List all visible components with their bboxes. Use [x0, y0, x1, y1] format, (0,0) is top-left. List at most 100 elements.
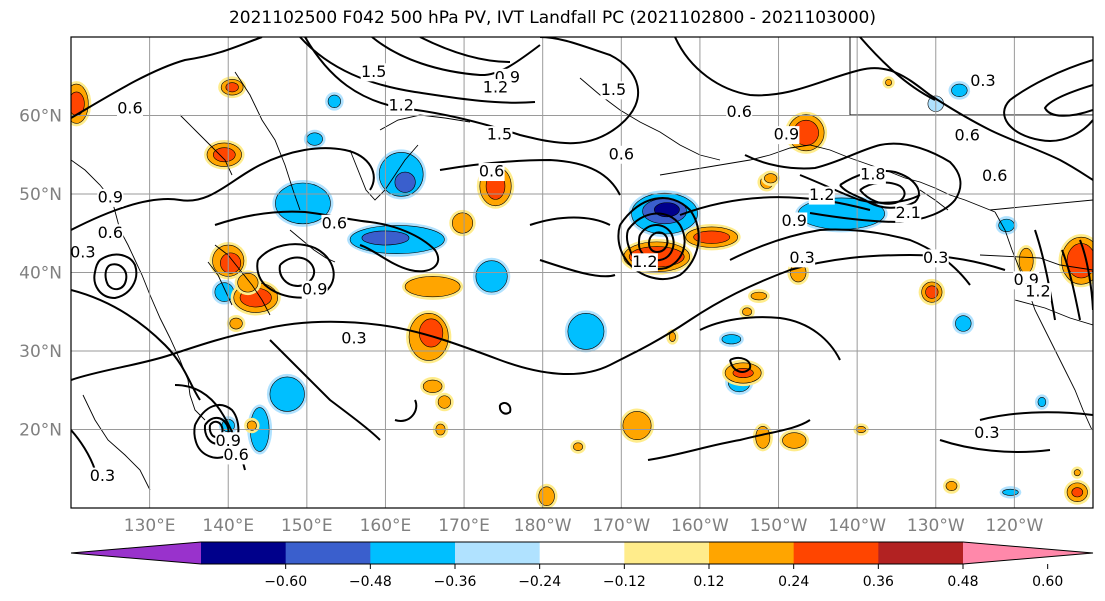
longitude-tick-label: 170°E [438, 516, 490, 536]
contour-label-bg [482, 79, 509, 98]
contour-label-bg [97, 224, 124, 243]
contour-label: 1.5 [601, 80, 626, 99]
contour-label-bg [808, 186, 835, 205]
contour-label: 0.9 [774, 125, 799, 144]
contour-label-bg [631, 253, 658, 272]
contour-label: 1.2 [632, 252, 657, 271]
positive-pv-anomaly [622, 411, 652, 441]
negative-pv-anomaly [306, 132, 323, 146]
positive-pv-anomaly [750, 291, 768, 301]
positive-pv-anomaly [945, 481, 958, 492]
contour-label: 0.9 [98, 187, 123, 206]
contour-label-bg [360, 63, 387, 82]
contour-label-bg [223, 446, 250, 465]
contour-label: 0.9 [302, 279, 327, 298]
contour-label-bg [116, 100, 143, 119]
positive-pv-anomaly [229, 317, 243, 330]
positive-pv-anomaly [693, 230, 731, 244]
longitude-labels: 130°E 140°E 150°E 160°E 170°E 180°W 170°W 160°W… [124, 516, 1044, 536]
contour-label-bg [781, 212, 808, 231]
negative-pv-anomaly [394, 171, 416, 193]
map-title: 2021102500 F042 500 hPa PV, IVT Landfall… [228, 8, 876, 28]
longitude-tick-label: 130°E [124, 516, 176, 536]
contour-label: 0.6 [479, 162, 504, 181]
longitude-tick-label: 140°E [202, 516, 254, 536]
contour-label-bg [969, 72, 996, 91]
positive-pv-anomaly [764, 173, 778, 184]
colorbar-segment [455, 542, 541, 564]
colorbar-segment [539, 542, 625, 564]
contour-label-bg [954, 126, 981, 145]
contour-label: 0.3 [789, 248, 814, 267]
contour-label: 0.3 [974, 423, 999, 442]
contour-label-bg [789, 249, 816, 268]
colorbar-tick-label: 0.60 [1032, 574, 1063, 590]
colorbar-tick-label: 0.24 [778, 574, 809, 590]
latitude-tick-label: 30°N [19, 342, 62, 362]
contour-label: 0.6 [322, 213, 347, 232]
negative-pv-anomaly [269, 376, 305, 412]
contour-label: 1.2 [1025, 282, 1050, 301]
contour-label-bg [341, 330, 368, 349]
contour-label-bg [895, 204, 922, 223]
contour-label-bg [321, 214, 348, 233]
colorbar: −0.60 −0.48 −0.36 −0.24 −0.12 0.12 0.24 0.36 0.4… [70, 541, 1094, 590]
contour-label-bg [89, 467, 116, 486]
longitude-tick-label: 160°E [360, 516, 412, 536]
contour-label: 0.6 [727, 102, 752, 121]
colorbar-segment [285, 542, 371, 564]
contour-label-bg [773, 126, 800, 145]
positive-pv-anomaly [925, 285, 939, 299]
contour-label: 0.6 [223, 445, 248, 464]
positive-pv-anomaly [437, 395, 452, 409]
contour-label: 0.3 [341, 329, 366, 348]
negative-pv-anomaly [955, 315, 972, 332]
contour-label-bg [981, 167, 1008, 186]
contour-label: 1.2 [483, 78, 508, 97]
latitude-labels: 60°N 50°N 40°N 30°N 20°N [19, 107, 62, 441]
colorbar-outline [70, 541, 1094, 565]
contour-label-bg [973, 424, 1000, 443]
contour-label: 0.3 [970, 71, 995, 90]
contour-label-bg [608, 145, 635, 164]
positive-pv-anomaly [742, 307, 753, 316]
longitude-tick-label: 170°W [592, 516, 650, 536]
negative-pv-anomaly [721, 334, 742, 345]
negative-pv-anomaly [475, 260, 508, 293]
contour-label: 0.9 [782, 211, 807, 230]
longitude-tick-label: 160°W [671, 516, 729, 536]
pv-anomaly-layer [71, 76, 1093, 508]
contour-label: 1.5 [487, 125, 512, 144]
negative-pv-anomaly [567, 313, 605, 350]
colorbar-tick-label: −0.48 [349, 574, 392, 590]
longitude-tick-label: 130°W [907, 516, 965, 536]
positive-pv-anomaly [538, 486, 555, 506]
contour-label: 0.3 [923, 248, 948, 267]
negative-pv-anomaly [1002, 488, 1019, 496]
colorbar-tick-label: −0.24 [518, 574, 561, 590]
contour-label: 1.2 [809, 185, 834, 204]
positive-pv-anomaly [404, 276, 461, 298]
contour-label: 0.9 [216, 431, 241, 450]
colorbar-segment [709, 542, 795, 564]
positive-pv-anomaly [246, 420, 257, 431]
contour-label-bg [726, 103, 753, 122]
positive-pv-anomaly [422, 379, 443, 393]
contour-label: 0.6 [982, 166, 1007, 185]
longitude-tick-label: 150°W [750, 516, 808, 536]
latitude-tick-label: 50°N [19, 185, 62, 205]
longitude-tick-label: 120°W [986, 516, 1044, 536]
positive-pv-anomaly [885, 79, 893, 86]
pv-contours [71, 37, 1093, 471]
positive-pv-anomaly [212, 147, 236, 163]
contour-label: 0.3 [70, 242, 95, 261]
contour-label: 2.1 [896, 203, 921, 222]
contour-label: 0.6 [98, 223, 123, 242]
contour-label: 1.8 [860, 165, 885, 184]
colorbar-tick-label: −0.60 [264, 574, 307, 590]
positive-pv-anomaly [1073, 469, 1081, 477]
positive-pv-anomaly [755, 426, 771, 449]
latitude-tick-label: 60°N [19, 107, 62, 127]
contour-label-bg [600, 81, 627, 100]
